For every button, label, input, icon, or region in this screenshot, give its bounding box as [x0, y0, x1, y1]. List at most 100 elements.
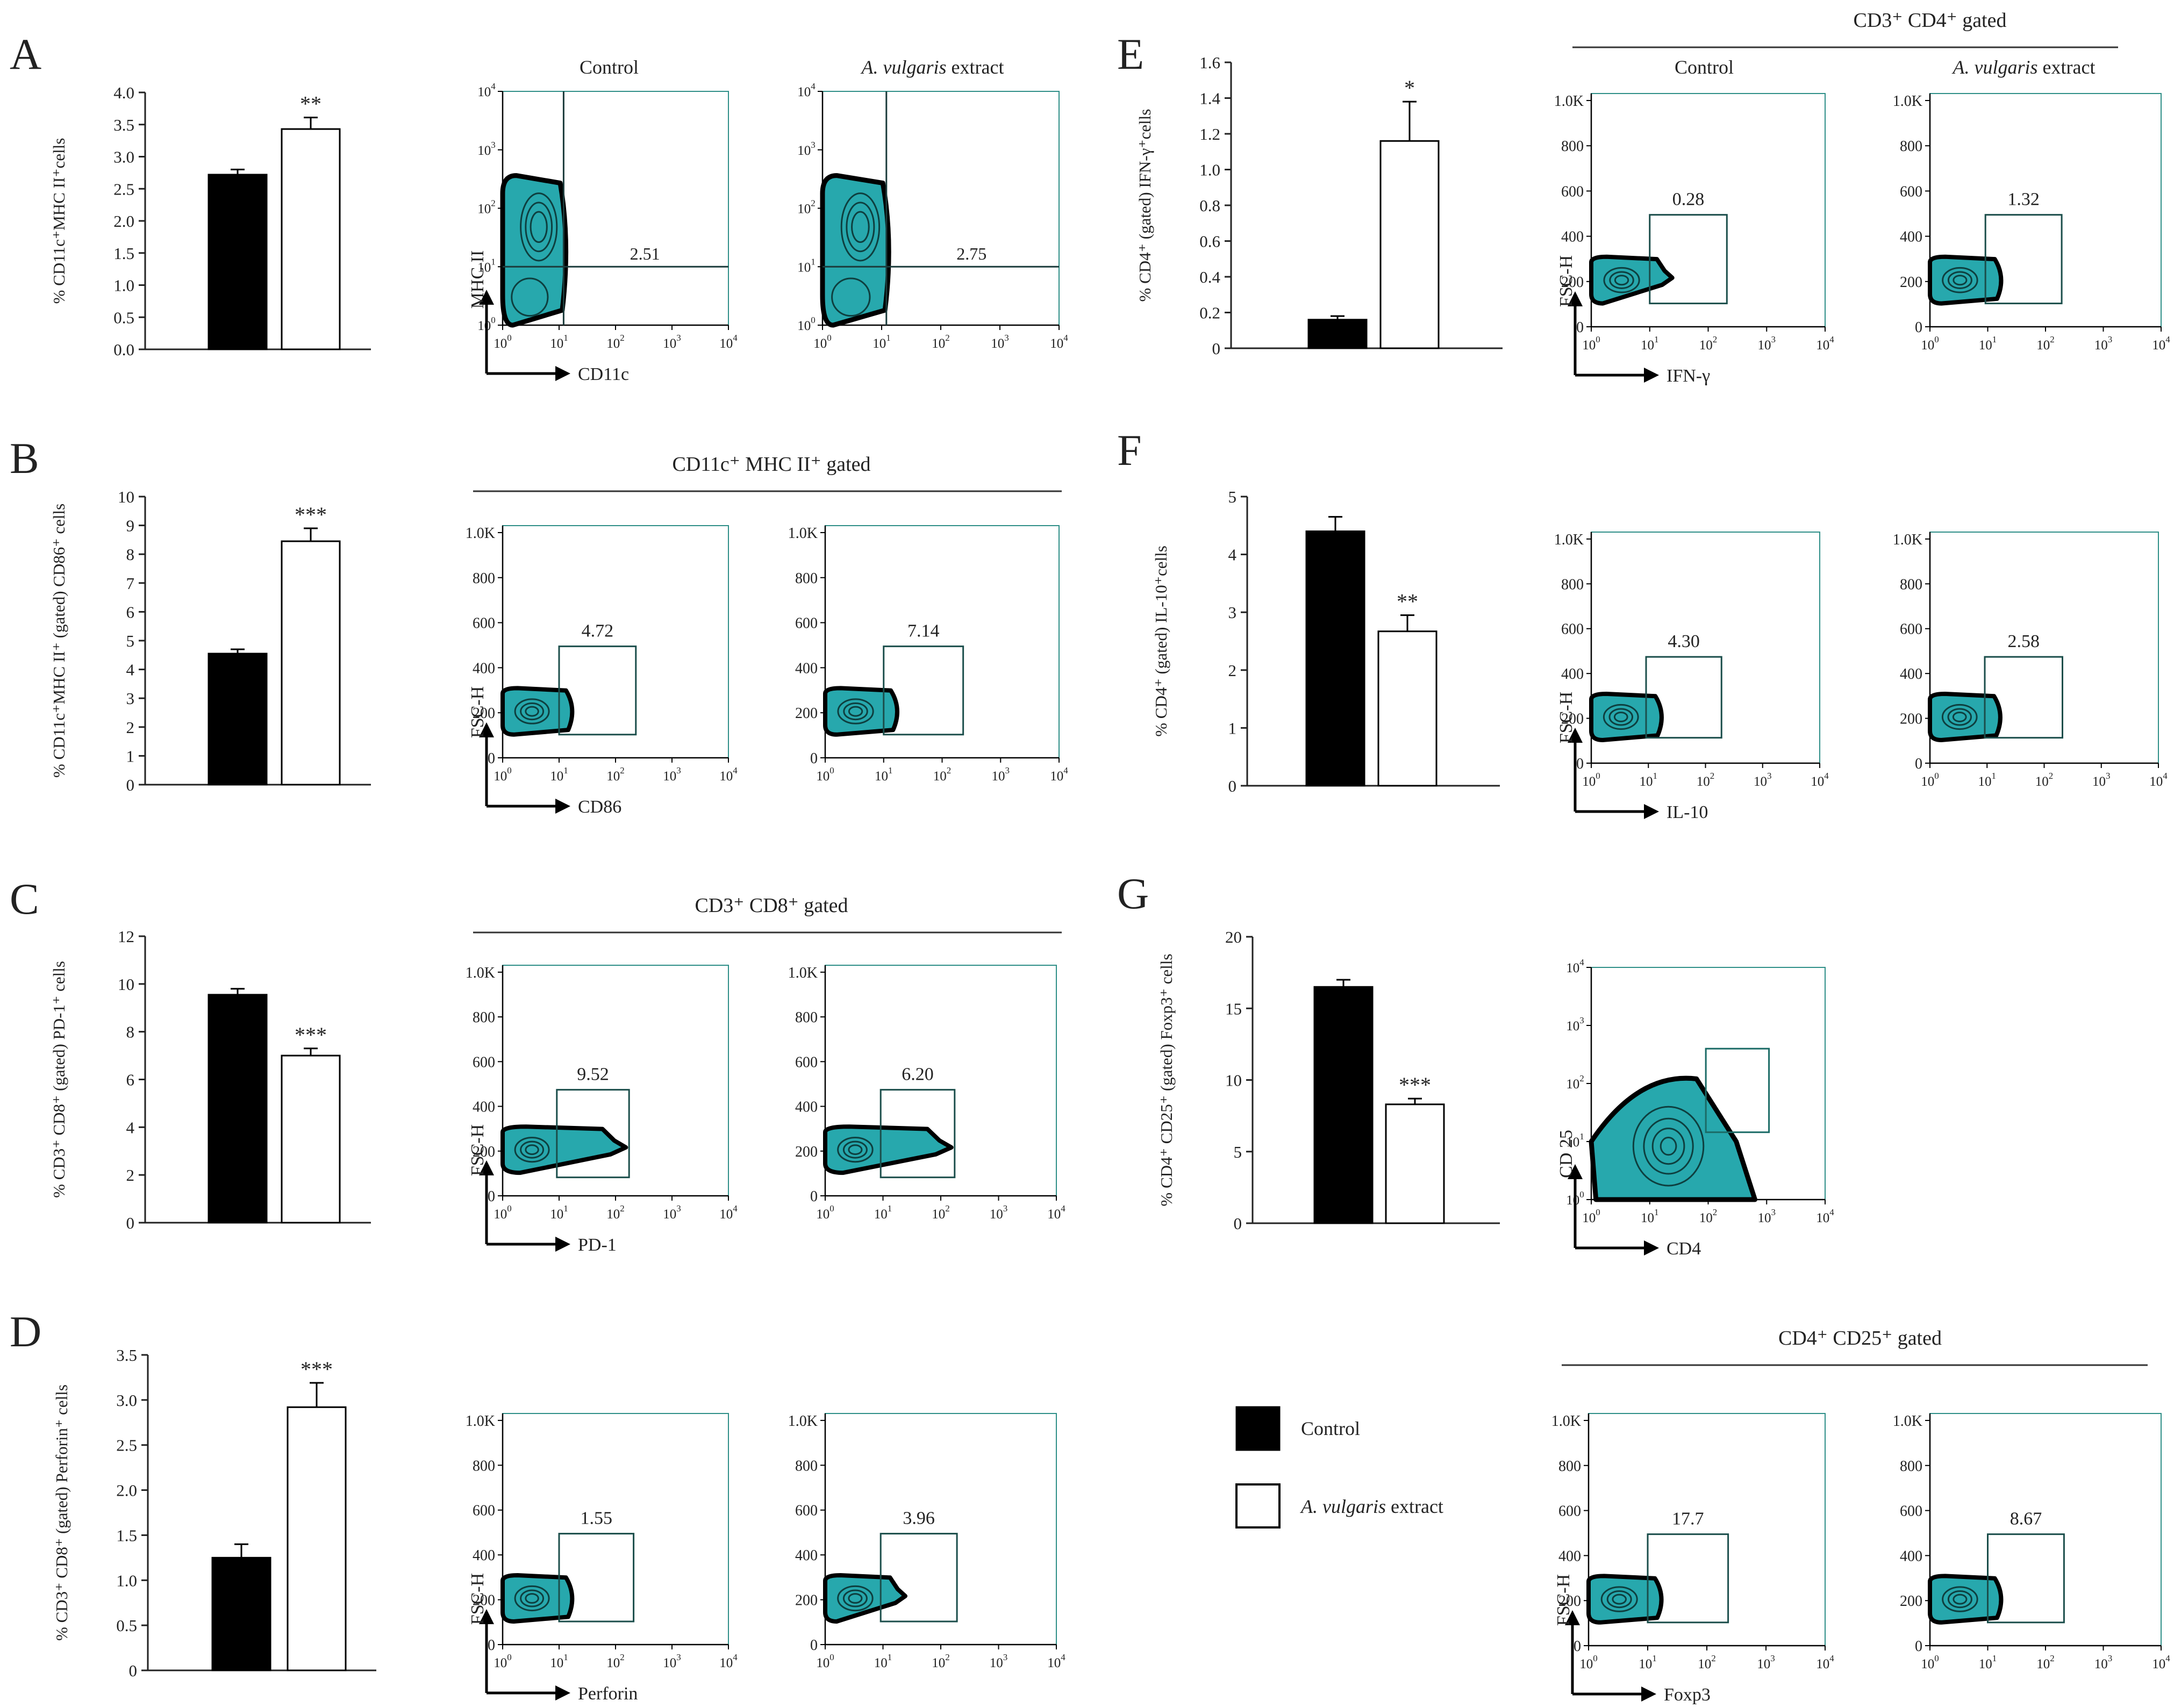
- x-tick-label-C1-exp: 0: [507, 1203, 512, 1214]
- bar-control-C: [208, 994, 268, 1224]
- density-contour: [1609, 271, 1634, 289]
- y-tick-label-D: 1.5: [116, 1526, 137, 1545]
- density-C1: [500, 1124, 628, 1175]
- y-arrow-head: [479, 1609, 494, 1624]
- y-tick-label-B: 5: [126, 631, 135, 650]
- x-tick-label-C2-exp: 1: [888, 1203, 892, 1214]
- density-G2: [1928, 1574, 2004, 1625]
- y-tick-label-G1: 200: [1558, 1593, 1581, 1610]
- axis-arrows-A1: CD11c MHC II: [468, 250, 629, 384]
- x-tick-label-E1-exp: 4: [1829, 334, 1834, 345]
- gate-box-G0: [1705, 1047, 1770, 1133]
- y-tick-label-A1-exp: 1: [491, 256, 496, 267]
- density-contour: [1632, 1106, 1705, 1187]
- x-tick-label-C1-exp: 3: [676, 1203, 681, 1214]
- y-tick-label-G: 15: [1225, 999, 1242, 1018]
- y-tick-label-E: 1.0: [1199, 161, 1220, 180]
- gate-value-G2: 8.67: [2010, 1509, 2042, 1529]
- y-tick-label-C: 4: [126, 1118, 135, 1137]
- x-tick-label-G0-exp: 2: [1713, 1207, 1718, 1217]
- y-arrow-head: [1565, 1610, 1580, 1625]
- y-tick-label-F: 2: [1228, 661, 1237, 680]
- density-contour: [1643, 1117, 1694, 1175]
- y-tick-label-A2-exp: 3: [811, 140, 816, 150]
- density-contour: [1952, 712, 1967, 722]
- gate-box-F1: [1645, 656, 1722, 739]
- y-tick-label-G2: 1.0K: [1893, 1413, 1922, 1430]
- gate-value-B2: 7.14: [907, 621, 940, 641]
- y-axis-label-A: % CD11c⁺MHC II⁺cells: [49, 138, 68, 304]
- y-tick-label-F: 5: [1228, 487, 1237, 506]
- y-tick-label-A: 0.0: [113, 340, 134, 359]
- y-tick-label-D2: 600: [795, 1503, 818, 1519]
- density-contour: [525, 1593, 539, 1604]
- axis-arrows-E1: IFN-γ FSC-H: [1556, 255, 1710, 386]
- x-tick-label-G1-exp: 3: [1770, 1653, 1775, 1663]
- y-arrow-head: [1568, 728, 1583, 743]
- bar-control-G: [1313, 986, 1374, 1224]
- axis-arrows-C1: PD-1 FSC-H: [468, 1124, 617, 1255]
- density-contour: [525, 202, 553, 253]
- gate-value-D1: 1.55: [581, 1509, 613, 1528]
- significance-E: *: [1404, 76, 1415, 100]
- x-tick-label-F2-exp: 3: [2106, 771, 2111, 781]
- x-tick-label-C2-exp: 0: [829, 1203, 834, 1214]
- y-tick-label-F2: 200: [1900, 711, 1922, 728]
- density-contour: [1603, 267, 1640, 293]
- axis-arrows-G0: CD4 CD 25: [1556, 1130, 1701, 1259]
- density-outer: [1589, 254, 1675, 306]
- y-tick-label-A2-exp: 4: [811, 81, 816, 91]
- y-tick-label-B: 4: [126, 661, 135, 679]
- y-tick-label-D2: 400: [795, 1547, 818, 1564]
- y-tick-label-G0-exp: 2: [1579, 1073, 1584, 1083]
- y-axis-label-G0: CD 25: [1556, 1130, 1576, 1178]
- density-contour: [1953, 275, 1968, 286]
- x-tick-label-D1-exp: 1: [563, 1652, 568, 1662]
- density-contour: [1660, 1136, 1677, 1156]
- x-tick-label-C2-exp: 3: [1003, 1203, 1008, 1214]
- y-tick-label-F2: 600: [1900, 621, 1922, 638]
- density-contour: [1603, 704, 1639, 730]
- significance-G: ***: [1399, 1073, 1431, 1097]
- y-tick-label-A2-exp: 0: [811, 315, 816, 325]
- y-tick-label-D: 0.5: [116, 1616, 137, 1635]
- x-tick-label-E1-exp: 3: [1771, 334, 1776, 345]
- y-tick-label-F1: 0: [1576, 756, 1584, 772]
- y-arrow-head: [1568, 291, 1583, 306]
- y-tick-label-C: 0: [126, 1214, 135, 1232]
- y-tick-label-D: 2.0: [116, 1481, 137, 1500]
- density-contour: [840, 192, 881, 262]
- y-tick-label-D2: 800: [795, 1458, 818, 1474]
- y-tick-label-D2: 1.0K: [788, 1413, 818, 1430]
- y-tick-label-D2: 0: [810, 1637, 818, 1654]
- y-tick-label-B1: 400: [473, 660, 495, 677]
- density-contour: [1947, 1590, 1972, 1609]
- x-arrow-head: [555, 1237, 570, 1252]
- density-contour: [837, 1585, 874, 1612]
- gate-value-D2: 3.96: [903, 1509, 935, 1528]
- y-tick-label-A: 4.0: [113, 83, 134, 102]
- y-tick-label-B1: 800: [473, 570, 495, 587]
- x-tick-label-B2-exp: 0: [829, 765, 834, 776]
- panel-letter-D: D: [10, 1307, 41, 1356]
- density-contour: [520, 1140, 545, 1159]
- x-axis-label-F1: IL-10: [1667, 802, 1708, 822]
- x-axis-label-B1: CD86: [578, 797, 621, 817]
- y-tick-label-G: 5: [1234, 1143, 1242, 1161]
- density-B1: [500, 686, 575, 737]
- y-tick-label-B1: 1.0K: [466, 525, 495, 542]
- gate-header-C: CD3⁺ CD8⁺ gated: [695, 894, 848, 917]
- y-tick-label-F2: 800: [1900, 576, 1922, 593]
- y-tick-label-F1: 200: [1561, 711, 1584, 728]
- y-tick-label-F: 4: [1228, 546, 1237, 564]
- bar-control-E: [1307, 319, 1368, 349]
- density-contour: [1947, 708, 1972, 726]
- y-tick-label-G2: 0: [1915, 1638, 1922, 1655]
- legend-label-control: Control: [1301, 1418, 1360, 1439]
- density-outer: [1589, 692, 1664, 742]
- density-contour: [514, 698, 550, 724]
- x-tick-label-G0-exp: 4: [1829, 1207, 1834, 1217]
- bar-chart-G: 0 5 10 15 20 *** % CD4⁺ CD25⁺ (gated) Foxp3⁺ c…: [1157, 928, 1500, 1233]
